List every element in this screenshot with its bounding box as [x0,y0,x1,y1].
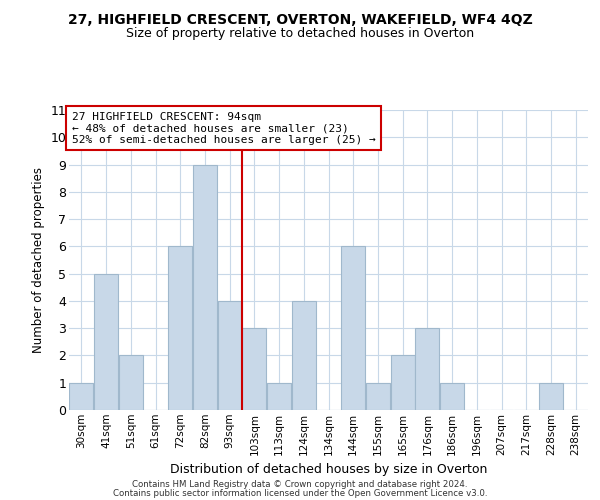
Bar [242,328,266,410]
Text: Contains public sector information licensed under the Open Government Licence v3: Contains public sector information licen… [113,489,487,498]
Text: Size of property relative to detached houses in Overton: Size of property relative to detached ho… [126,28,474,40]
Bar [119,356,143,410]
X-axis label: Distribution of detached houses by size in Overton: Distribution of detached houses by size … [170,463,487,476]
Bar [218,301,242,410]
Bar [292,301,316,410]
Text: Contains HM Land Registry data © Crown copyright and database right 2024.: Contains HM Land Registry data © Crown c… [132,480,468,489]
Bar [168,246,192,410]
Text: 27, HIGHFIELD CRESCENT, OVERTON, WAKEFIELD, WF4 4QZ: 27, HIGHFIELD CRESCENT, OVERTON, WAKEFIE… [68,12,532,26]
Y-axis label: Number of detached properties: Number of detached properties [32,167,45,353]
Bar [341,246,365,410]
Bar [366,382,390,410]
Bar [94,274,118,410]
Bar [193,164,217,410]
Bar [267,382,291,410]
Bar [440,382,464,410]
Bar [539,382,563,410]
Text: 27 HIGHFIELD CRESCENT: 94sqm
← 48% of detached houses are smaller (23)
52% of se: 27 HIGHFIELD CRESCENT: 94sqm ← 48% of de… [71,112,376,144]
Bar [415,328,439,410]
Bar [391,356,415,410]
Bar [70,382,94,410]
